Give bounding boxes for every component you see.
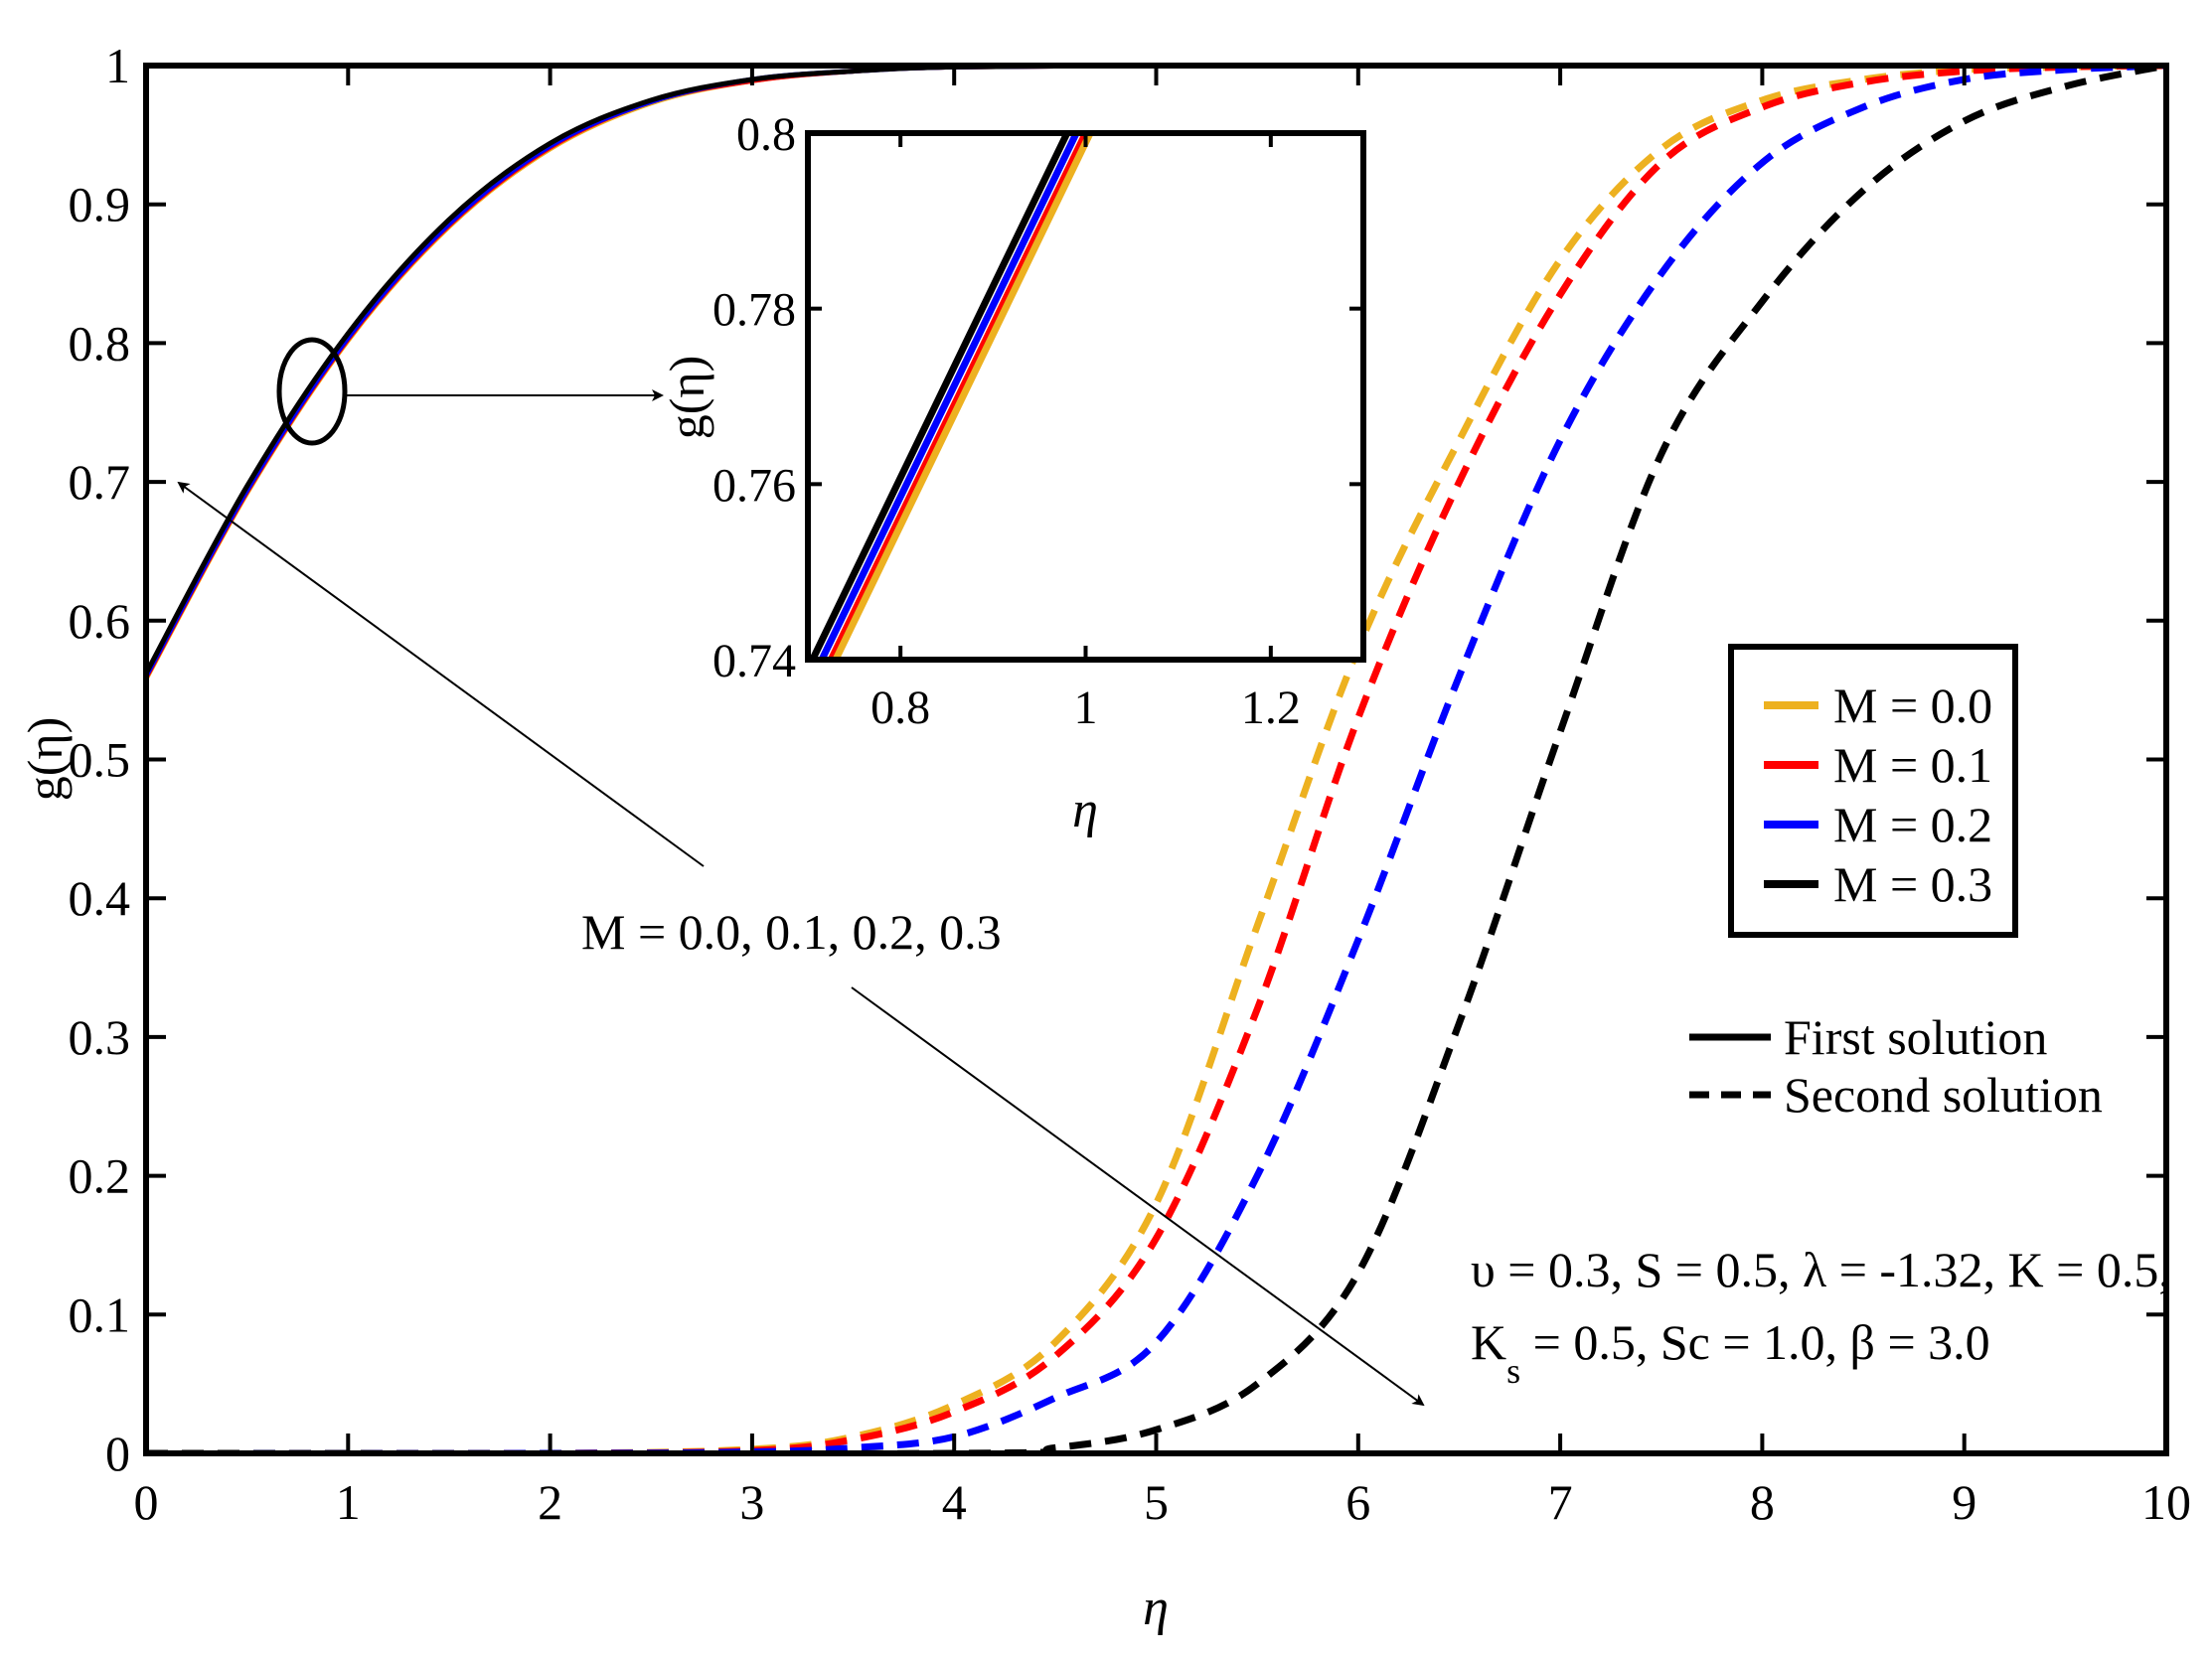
parameters-rest: = 0.5, Sc = 1.0, β = 3.0 [1520,1314,1990,1370]
inset-series-m0-3 [809,133,1071,660]
inset-y-tick-label: 0.74 [712,635,796,687]
zoom-region-ellipse [276,337,348,446]
x-tick-label: 2 [538,1474,562,1530]
x-tick-label: 9 [1952,1474,1976,1530]
inset-series-group [809,133,1094,660]
inset-x-tick-label: 0.8 [870,681,930,734]
inset-x-tick-label: 1.2 [1241,681,1301,734]
inset-series-m0-2 [818,133,1080,660]
legend: M = 0.0M = 0.1M = 0.2M = 0.3 [1728,644,2018,938]
parameters-line-2: Ks = 0.5, Sc = 1.0, β = 3.0 [1471,1314,1990,1391]
inset-series-m0 [832,133,1094,660]
inset-y-tick-label: 0.8 [736,108,796,161]
inset-x-axis-title: η [1072,782,1098,838]
y-tick-label: 0.2 [69,1148,131,1204]
x-tick-label: 10 [2141,1474,2191,1530]
x-tick-label: 8 [1750,1474,1775,1530]
y-tick-label: 0.1 [69,1286,131,1342]
y-axis-title: g(η) [17,717,73,801]
inset-plot-area [808,133,1363,660]
parameters-line-1: υ = 0.3, S = 0.5, λ = -1.32, K = 0.5, [1471,1242,2171,1297]
y-tick-label: 0.8 [69,315,131,371]
legend-label: M = 0.0 [1833,678,1992,733]
inset-y-tick-label: 0.76 [712,459,796,512]
x-tick-label: 5 [1144,1474,1169,1530]
y-tick-label: 0.6 [69,593,131,649]
x-tick-label: 0 [134,1474,159,1530]
y-tick-label: 0 [105,1426,130,1481]
m-arrow-up [177,481,705,867]
y-tick-label: 0.4 [69,870,131,926]
style-legend-label: Second solution [1784,1067,2103,1123]
legend-label: M = 0.2 [1833,797,1992,852]
parameters-k-subscript: s [1506,1351,1520,1391]
x-tick-label: 6 [1345,1474,1370,1530]
legend-label: M = 0.1 [1833,737,1992,793]
y-tick-label: 1 [105,38,130,93]
y-tick-label: 0.3 [69,1009,131,1065]
m-arrow-down [851,986,1425,1407]
y-tick-label: 0.9 [69,177,131,232]
series-second-m0-3 [146,66,2166,1453]
x-tick-label: 1 [336,1474,361,1530]
style-legend-label: First solution [1784,1009,2047,1065]
parameters-k: K [1471,1314,1506,1370]
m-annotation-label: M = 0.0, 0.1, 0.2, 0.3 [581,904,1002,960]
inset-series-m0-1 [828,133,1089,660]
main-ticks-group: 0 1 2 3 4 5 6 7 8 9 10 0 0.1 0.2 0.3 0.4 0.5 0.6 0.7 0.8 0.9… [69,38,2192,1530]
inset-y-axis-title: g(η) [659,356,714,439]
x-tick-label: 3 [739,1474,764,1530]
legend-entries: M = 0.0M = 0.1M = 0.2M = 0.3 [1764,678,1992,912]
inset-x-tick-label: 1 [1074,681,1098,734]
legend-label: M = 0.3 [1833,856,1992,912]
x-tick-label: 7 [1548,1474,1573,1530]
inset-ticks-group: 0.8 1 1.2 0.74 0.76 0.78 0.8 [712,108,1363,734]
x-tick-label: 4 [942,1474,967,1530]
y-tick-label: 0.5 [69,732,131,788]
inset-y-tick-label: 0.78 [712,284,796,337]
y-tick-label: 0.7 [69,454,131,510]
x-axis-title: η [1143,1580,1169,1636]
